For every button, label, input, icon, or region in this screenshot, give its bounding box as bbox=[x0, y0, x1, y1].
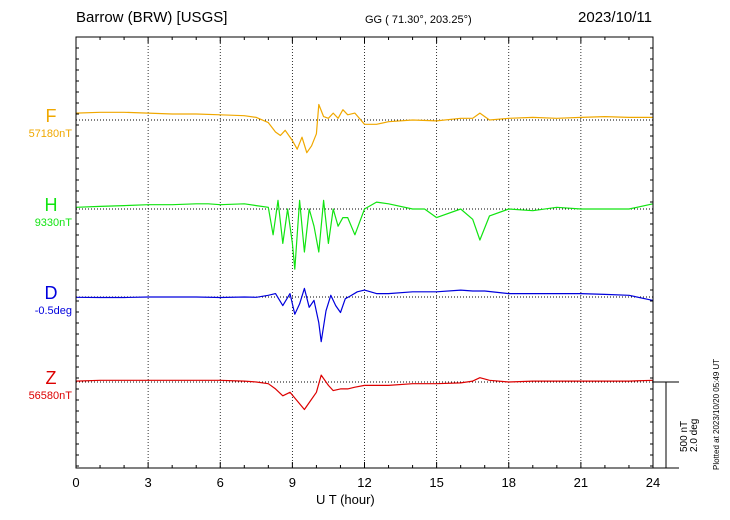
baselines bbox=[76, 119, 653, 383]
x-tick-label: 9 bbox=[289, 475, 296, 490]
series-traces bbox=[75, 103, 654, 411]
x-tick-label: 24 bbox=[646, 475, 660, 490]
component-label-h: H bbox=[44, 195, 58, 215]
series-line-h bbox=[75, 199, 654, 270]
plotted-timestamp: Plotted at 2023/10/20 05:49 UT bbox=[712, 358, 721, 470]
grid-lines bbox=[147, 37, 582, 468]
x-tick-label: 15 bbox=[429, 475, 443, 490]
x-tick-label: 6 bbox=[217, 475, 224, 490]
component-label-f: F bbox=[45, 106, 57, 126]
component-label-d: D bbox=[44, 283, 58, 303]
scale-legend: 500 nT 2.0 deg bbox=[679, 418, 700, 452]
x-tick-label: 18 bbox=[502, 475, 516, 490]
x-tick-label: 0 bbox=[72, 475, 79, 490]
scale-deg: 2.0 deg bbox=[689, 418, 700, 452]
baseline-value-d: -0.5deg bbox=[34, 305, 72, 317]
baseline-value-z: 56580nT bbox=[28, 390, 72, 402]
baseline-value-h: 9330nT bbox=[34, 217, 72, 229]
scale-bar bbox=[653, 381, 679, 469]
coords-text: GG ( 71.30°, 203.25°) bbox=[365, 14, 472, 26]
x-tick-label: 12 bbox=[357, 475, 371, 490]
series-line-d bbox=[75, 287, 654, 343]
geographic-coordinates: GG ( 71.30°, 203.25°) bbox=[365, 14, 472, 26]
x-axis-label: U T (hour) bbox=[316, 492, 375, 507]
x-tick-label: 21 bbox=[574, 475, 588, 490]
component-label-z: Z bbox=[45, 368, 57, 388]
x-tick-label: 3 bbox=[145, 475, 152, 490]
series-line-f bbox=[75, 103, 653, 154]
series-line-z bbox=[75, 374, 654, 411]
x-tick-labels: 0 3 6 9 12 15 18 21 24 bbox=[72, 475, 660, 490]
baseline-value-f: 57180nT bbox=[28, 128, 72, 140]
tick-marks bbox=[75, 36, 654, 468]
station-title: Barrow (BRW) [USGS] bbox=[76, 9, 228, 26]
plot-date: 2023/10/11 bbox=[578, 9, 652, 26]
